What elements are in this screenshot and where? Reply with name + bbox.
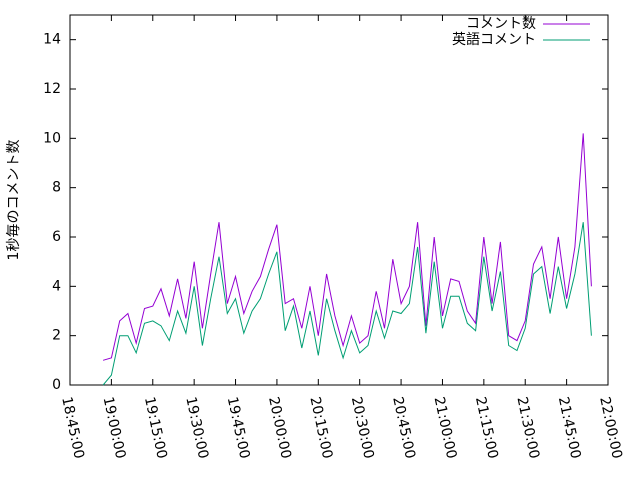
y-tick-label: 14	[43, 32, 61, 48]
y-tick-label: 4	[52, 278, 61, 294]
y-tick-label: 10	[43, 130, 61, 146]
legend-label: 英語コメント	[452, 31, 536, 48]
series-line	[102, 222, 592, 386]
y-tick-label: 8	[52, 180, 61, 196]
legend-label: コメント数	[466, 16, 536, 32]
y-tick-label: 12	[43, 81, 61, 97]
y-axis-label: 1秒毎のコメント数	[6, 140, 22, 261]
y-tick-label: 0	[52, 377, 61, 393]
y-tick-label: 2	[52, 328, 61, 344]
series-line	[102, 133, 592, 361]
plot-frame	[69, 14, 609, 386]
y-tick-label: 6	[52, 229, 61, 245]
